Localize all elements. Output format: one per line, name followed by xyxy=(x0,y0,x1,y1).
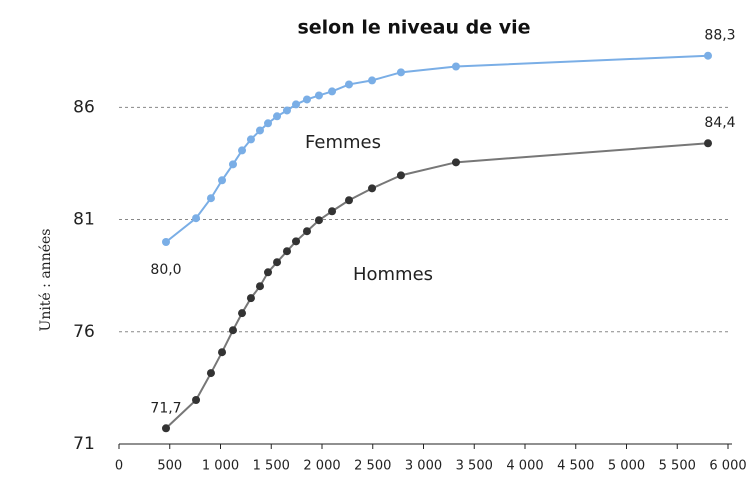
data-point xyxy=(161,238,170,246)
data-point xyxy=(328,87,337,96)
data-point xyxy=(396,171,405,180)
data-point xyxy=(218,348,227,357)
data-point xyxy=(704,139,713,148)
data-point xyxy=(206,369,215,378)
data-point xyxy=(273,112,282,121)
x-tick-label: 5 500 xyxy=(659,459,696,474)
data-point xyxy=(328,207,337,216)
value-label: 84,4 xyxy=(704,115,735,131)
data-point xyxy=(368,76,377,85)
series-label: Femmes xyxy=(305,132,381,153)
data-point xyxy=(192,214,201,223)
data-point xyxy=(292,237,301,246)
series-label: Hommes xyxy=(353,264,433,285)
data-point xyxy=(451,158,460,167)
data-point xyxy=(246,294,255,303)
y-tick-label: 86 xyxy=(73,97,95,117)
data-point xyxy=(161,424,170,433)
data-point xyxy=(282,106,291,115)
data-point xyxy=(192,396,201,405)
data-point xyxy=(704,51,713,60)
x-tick-label: 3 500 xyxy=(456,459,493,474)
data-point xyxy=(228,326,237,335)
x-tick-label: 3 000 xyxy=(405,459,442,474)
value-label: 88,3 xyxy=(704,28,735,44)
data-point xyxy=(246,135,255,144)
data-point xyxy=(228,160,237,169)
data-point xyxy=(396,68,405,77)
data-point xyxy=(255,282,264,291)
x-tick-label: 4 500 xyxy=(557,459,594,474)
x-tick-label: 500 xyxy=(157,459,182,474)
data-point xyxy=(238,309,247,318)
x-tick-label: 5 000 xyxy=(608,459,645,474)
data-point xyxy=(302,227,311,236)
y-tick-label: 81 xyxy=(73,210,95,230)
x-tick-label: 1 500 xyxy=(253,459,290,474)
data-point xyxy=(238,146,247,155)
x-tick-label: 1 000 xyxy=(202,459,239,474)
data-point xyxy=(218,176,227,185)
y-axis-label: Unité : années xyxy=(38,229,54,332)
data-point xyxy=(206,194,215,203)
data-point xyxy=(314,91,323,100)
data-point xyxy=(282,247,291,256)
y-tick-label: 71 xyxy=(73,434,95,454)
x-tick-label: 0 xyxy=(115,459,123,474)
data-point xyxy=(264,119,273,128)
chart-title: selon le niveau de vie xyxy=(297,17,530,39)
data-point xyxy=(264,268,273,277)
data-point xyxy=(451,62,460,71)
data-point xyxy=(368,184,377,193)
x-tick-label: 2 000 xyxy=(303,459,340,474)
data-point xyxy=(255,126,264,135)
value-label: 71,7 xyxy=(150,400,181,416)
x-tick-label: 4 000 xyxy=(506,459,543,474)
x-tick-label: 2 500 xyxy=(354,459,391,474)
series-line xyxy=(165,142,709,430)
data-point xyxy=(273,258,282,267)
y-tick-label: 76 xyxy=(73,322,95,342)
value-label: 80,0 xyxy=(150,262,181,278)
x-tick-label: 6 000 xyxy=(709,459,746,474)
data-point xyxy=(292,100,301,109)
data-point xyxy=(344,80,353,89)
data-point xyxy=(302,95,311,104)
data-point xyxy=(344,196,353,205)
data-point xyxy=(314,216,323,225)
